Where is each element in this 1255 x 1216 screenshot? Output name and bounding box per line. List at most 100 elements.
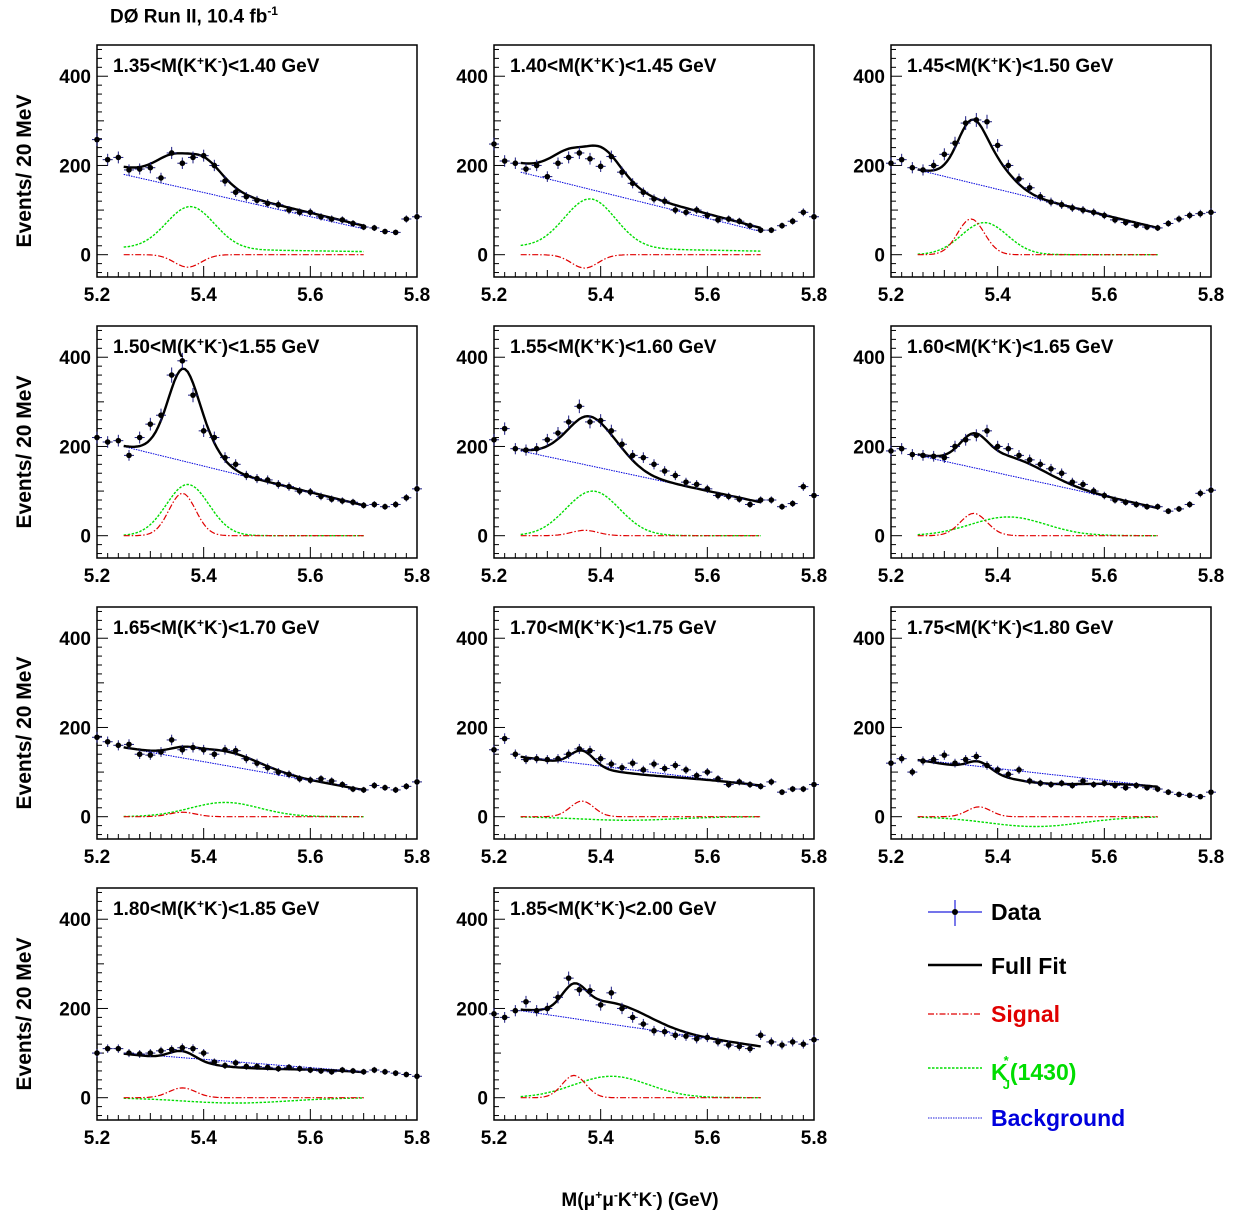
full-fit-curve [917,118,1158,230]
data-point [715,1039,721,1045]
data-point [715,775,721,782]
data-point [736,218,743,225]
x-tick-label: 5.2 [878,847,904,868]
panels-group: 5.2 5.4 5.6 5.8 0 200 400 1.35<M(K+K-)<1.40 GeV… [13,44,1224,1149]
data-point [768,227,775,233]
data-point [1026,778,1033,784]
data-point [672,1032,679,1039]
data-point [168,372,175,378]
figure-header: DØ Run II, 10.4 fb-1 [110,4,278,28]
data-point [1037,193,1044,200]
y-axis-title: Events/ 20 MeV [13,657,36,810]
data-point [1005,445,1012,452]
data-point [307,1067,314,1073]
data-point [789,218,796,225]
data-point [115,1045,122,1052]
x-tick-label: 5.4 [190,285,217,306]
data-point [1080,778,1086,784]
data-point [501,425,508,432]
x-tick-label: 5.8 [404,1128,430,1149]
data-point [211,751,218,758]
data-point [115,742,122,749]
data-point [243,1063,250,1070]
data-point [930,162,937,169]
data-point [768,1039,775,1045]
signal-curve [123,254,364,268]
data-point [544,173,551,180]
y-tick-label: 400 [456,67,488,88]
data-point [179,160,186,167]
y-tick-label: 0 [477,246,488,267]
data-point [952,140,958,146]
data-point [909,451,916,458]
x-tick-label: 5.8 [404,847,430,868]
data-point [190,154,196,161]
data-point [984,118,990,125]
data-point [629,1014,636,1021]
background-curve [520,450,761,503]
data-point [328,216,335,222]
data-point [232,461,239,468]
data-point [94,434,100,441]
data-point [1058,470,1065,477]
data-point [275,1065,282,1072]
data-point [619,764,625,771]
panel-label: 1.60<M(K+K-)<1.65 GeV [907,335,1114,358]
data-point [1069,782,1076,789]
y-tick-label: 0 [80,808,91,829]
data-point [1154,786,1161,792]
data-point [747,1045,753,1052]
x-tick-label: 5.6 [297,847,323,868]
y-tick-label: 0 [874,808,885,829]
data-point [1165,508,1172,514]
panel-label: 1.85<M(K+K-)<2.00 GeV [510,897,717,920]
data-point [136,434,143,441]
kj1430-curve [520,816,761,821]
y-tick-label: 0 [477,1089,488,1110]
data-point [501,1014,508,1021]
panel-frame [96,325,418,559]
data-point [264,764,271,771]
data-point [789,1039,796,1045]
data-point [339,781,346,788]
panel-label: 1.65<M(K+K-)<1.70 GeV [113,616,320,639]
data-point [544,436,551,443]
data-point [371,225,378,231]
x-tick-label: 5.8 [801,1128,827,1149]
panel-frame [96,887,418,1121]
data-point [565,419,572,425]
y-tick-label: 200 [456,156,488,177]
data-point [994,142,1001,149]
data-point [941,151,948,158]
y-axis-title: Events/ 20 MeV [13,938,36,1091]
data-point [371,782,378,789]
panel-7: 5.2 5.4 5.6 5.8 0 200 400 1.65<M(K+K-)<1.70 GeV… [13,606,430,868]
data-point [523,756,529,763]
signal-curve [520,254,761,269]
x-tick-label: 5.6 [694,1128,720,1149]
data-point [725,1042,732,1048]
y-tick-label: 200 [456,718,488,739]
panel-3: 5.2 5.4 5.6 5.8 0 200 400 1.45<M(K+K-)<1.50 GeV [853,44,1224,306]
data-point [1122,219,1129,226]
signal-curve [917,218,1158,256]
data-point [693,207,700,213]
data-point [254,475,260,482]
data-point [576,150,583,156]
data-point [403,494,410,501]
data-point [1026,184,1033,191]
data-point [190,1045,196,1052]
data-point [382,228,388,235]
x-tick-label: 5.2 [481,566,507,587]
data-point [1016,767,1022,773]
data-point [1048,781,1054,788]
data-point [800,1041,807,1047]
data-point [307,489,314,495]
data-point [779,789,785,795]
data-point [403,216,410,222]
data-point [523,166,529,172]
panel-label: 1.70<M(K+K-)<1.75 GeV [510,616,717,639]
panel-11: 5.2 5.4 5.6 5.8 0 200 400 1.85<M(K+K-)<2.00 GeV [456,887,827,1149]
data-point [1058,780,1065,787]
panel-frame [493,606,815,840]
